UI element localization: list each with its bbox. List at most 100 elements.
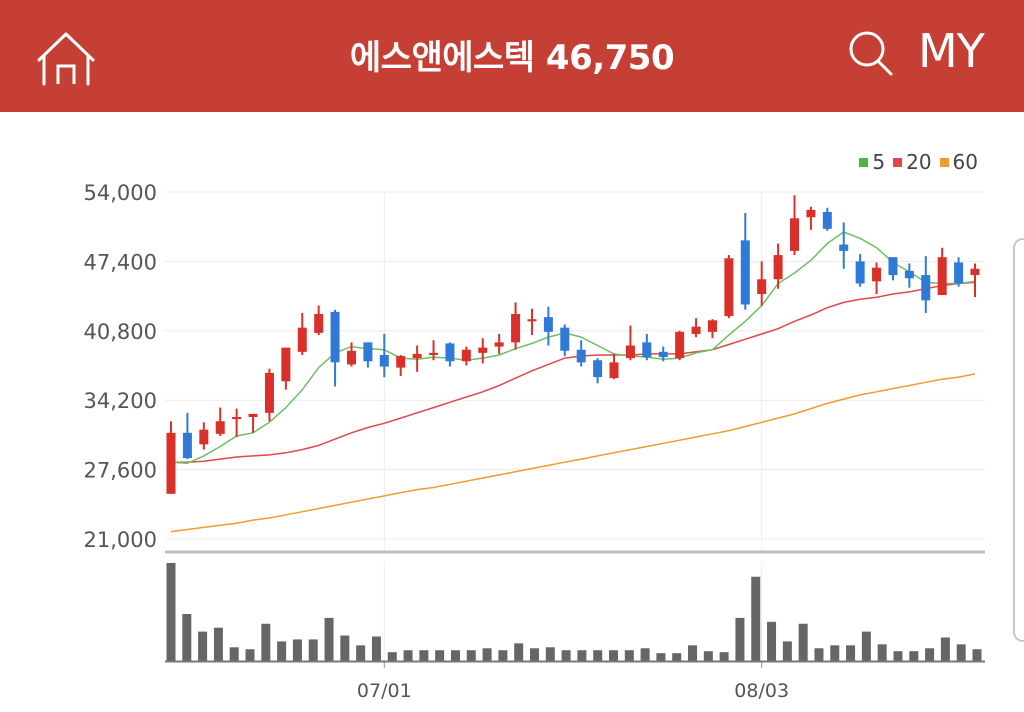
volume-bar[interactable] — [403, 650, 413, 661]
candle-body[interactable] — [281, 347, 291, 382]
candle-body[interactable] — [740, 240, 750, 305]
legend-item-ma60[interactable]: 60 — [939, 150, 978, 174]
candle-body[interactable] — [773, 255, 783, 280]
volume-bar[interactable] — [861, 631, 871, 661]
candle-body[interactable] — [724, 258, 734, 317]
candle-body[interactable] — [363, 342, 373, 362]
volume-bar[interactable] — [308, 639, 318, 661]
volume-bar[interactable] — [229, 647, 239, 661]
volume-bar[interactable] — [593, 650, 603, 661]
candle-body[interactable] — [297, 327, 307, 352]
volume-bar[interactable] — [435, 650, 445, 661]
volume-bar[interactable] — [656, 653, 666, 661]
candle-body[interactable] — [543, 317, 553, 332]
candlestick-chart[interactable]: 54,000 47,400 40,800 34,200 27,600 21,000 07/0… — [0, 112, 1024, 712]
volume-bar[interactable] — [956, 644, 966, 661]
candle-body[interactable] — [872, 267, 882, 282]
candle-body[interactable] — [593, 360, 603, 378]
volume-bar[interactable] — [198, 631, 208, 661]
candle-body[interactable] — [642, 342, 652, 358]
my-button[interactable]: MY — [918, 24, 985, 78]
volume-bar[interactable] — [830, 645, 840, 661]
volume-bar[interactable] — [261, 623, 271, 661]
candle-body[interactable] — [675, 331, 685, 359]
candle-body[interactable] — [478, 347, 488, 353]
volume-bar[interactable] — [213, 627, 223, 661]
candle-body[interactable] — [839, 244, 849, 251]
side-scroll-handle[interactable] — [1013, 238, 1024, 642]
candle-body[interactable] — [166, 432, 176, 494]
volume-bar[interactable] — [577, 650, 587, 661]
volume-bar[interactable] — [466, 650, 476, 661]
candle-body[interactable] — [461, 349, 471, 362]
candle-body[interactable] — [248, 413, 258, 418]
candle-body[interactable] — [904, 270, 914, 279]
candle-body[interactable] — [609, 362, 619, 379]
volume-bar[interactable] — [340, 635, 350, 661]
volume-bar[interactable] — [798, 623, 808, 661]
candle-body[interactable] — [182, 432, 192, 459]
candle-body[interactable] — [806, 209, 816, 218]
volume-bar[interactable] — [609, 650, 619, 661]
candle-body[interactable] — [264, 372, 274, 413]
volume-bar[interactable] — [735, 617, 745, 661]
volume-bar[interactable] — [972, 649, 982, 661]
volume-bar[interactable] — [893, 651, 903, 661]
candle-body[interactable] — [822, 211, 832, 229]
volume-bar[interactable] — [324, 617, 334, 661]
volume-bar[interactable] — [514, 643, 524, 661]
volume-bar[interactable] — [909, 651, 919, 661]
candle-body[interactable] — [855, 261, 865, 284]
volume-bar[interactable] — [245, 649, 255, 661]
volume-bar[interactable] — [688, 645, 698, 661]
home-icon[interactable] — [36, 30, 96, 86]
candle-body[interactable] — [396, 356, 406, 368]
volume-bar[interactable] — [450, 650, 460, 661]
candle-body[interactable] — [576, 349, 586, 363]
candle-body[interactable] — [379, 354, 389, 367]
volume-bar[interactable] — [640, 648, 650, 661]
volume-bar[interactable] — [277, 641, 287, 661]
candle-body[interactable] — [691, 326, 701, 334]
candle-body[interactable] — [937, 257, 947, 296]
candle-body[interactable] — [707, 320, 717, 332]
candle-body[interactable] — [757, 279, 767, 294]
volume-bar[interactable] — [498, 650, 508, 661]
candle-body[interactable] — [625, 345, 635, 359]
legend-item-ma20[interactable]: 20 — [893, 150, 932, 174]
volume-bar[interactable] — [387, 652, 397, 661]
volume-bar[interactable] — [672, 653, 682, 661]
volume-bar[interactable] — [561, 650, 571, 661]
candle-body[interactable] — [215, 421, 225, 434]
volume-bar[interactable] — [703, 651, 713, 661]
volume-bar[interactable] — [624, 650, 634, 661]
volume-bar[interactable] — [719, 652, 729, 661]
candle-body[interactable] — [346, 350, 356, 365]
candle-body[interactable] — [790, 218, 800, 251]
legend-item-ma5[interactable]: 5 — [859, 150, 885, 174]
volume-bar[interactable] — [545, 647, 555, 661]
candle-body[interactable] — [232, 417, 242, 420]
candle-body[interactable] — [658, 351, 668, 358]
volume-bar[interactable] — [292, 639, 302, 661]
candle-body[interactable] — [199, 429, 209, 445]
candle-body[interactable] — [970, 268, 980, 276]
candle-body[interactable] — [445, 343, 455, 362]
volume-bar[interactable] — [782, 641, 792, 661]
volume-bar[interactable] — [419, 650, 429, 661]
candle-body[interactable] — [330, 311, 340, 363]
volume-bar[interactable] — [767, 621, 777, 661]
candle-body[interactable] — [429, 352, 439, 355]
volume-bar[interactable] — [182, 613, 192, 661]
candle-body[interactable] — [314, 313, 324, 333]
volume-bar[interactable] — [166, 563, 176, 661]
volume-bar[interactable] — [371, 636, 381, 662]
volume-bar[interactable] — [940, 637, 950, 661]
candle-body[interactable] — [511, 313, 521, 343]
search-icon[interactable] — [846, 28, 896, 78]
candle-body[interactable] — [412, 353, 422, 359]
volume-bar[interactable] — [925, 648, 935, 661]
candle-body[interactable] — [494, 342, 504, 347]
volume-bar[interactable] — [877, 644, 887, 661]
candle-body[interactable] — [954, 262, 964, 284]
